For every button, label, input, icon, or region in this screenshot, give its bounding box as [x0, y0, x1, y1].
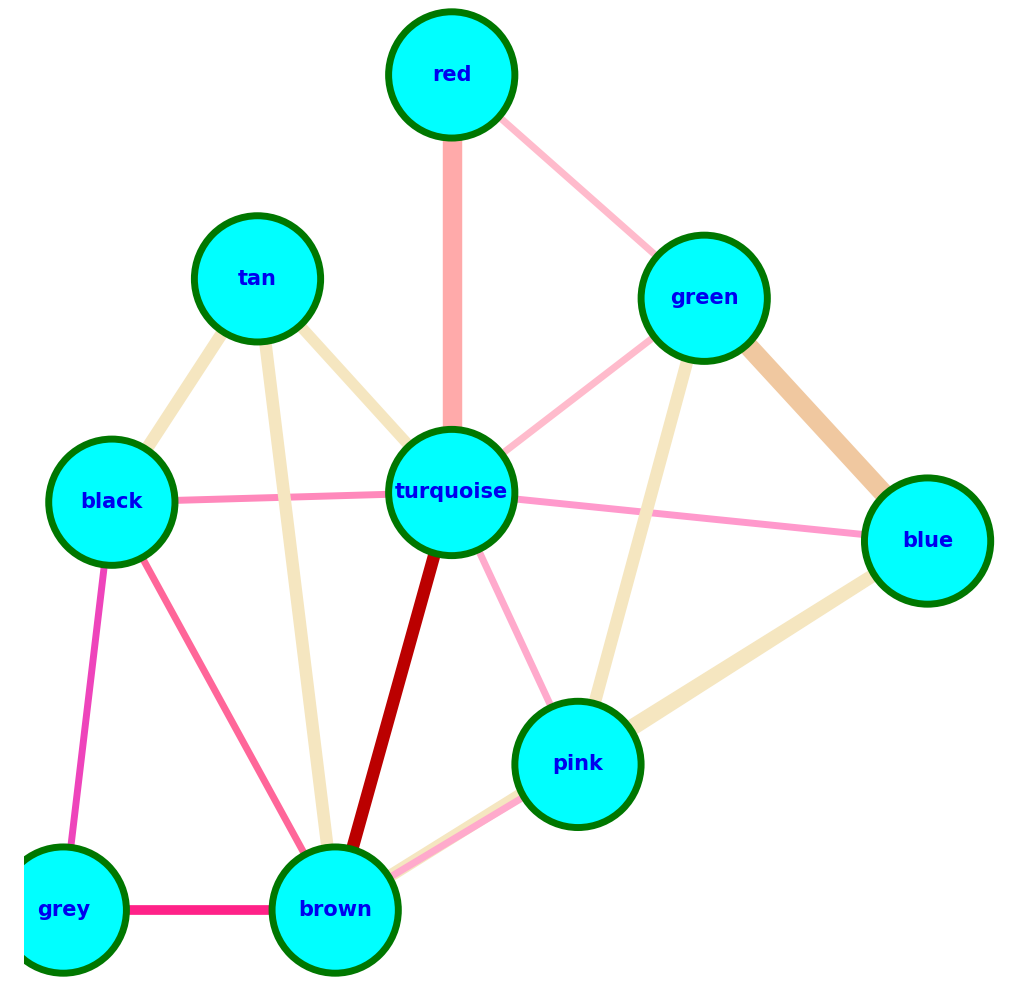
Text: black: black [81, 492, 143, 512]
Text: pink: pink [552, 755, 603, 774]
Text: green: green [669, 289, 738, 308]
Circle shape [49, 439, 175, 565]
Circle shape [388, 12, 515, 138]
Circle shape [195, 216, 320, 342]
Circle shape [388, 429, 515, 556]
Text: tan: tan [237, 269, 277, 289]
Circle shape [641, 235, 766, 361]
Text: red: red [432, 65, 471, 85]
Text: blue: blue [901, 531, 953, 551]
Circle shape [0, 847, 126, 973]
Text: grey: grey [37, 900, 90, 920]
Text: brown: brown [298, 900, 372, 920]
Text: turquoise: turquoise [394, 483, 507, 502]
Circle shape [515, 701, 641, 827]
Circle shape [864, 478, 989, 604]
Circle shape [272, 847, 398, 973]
